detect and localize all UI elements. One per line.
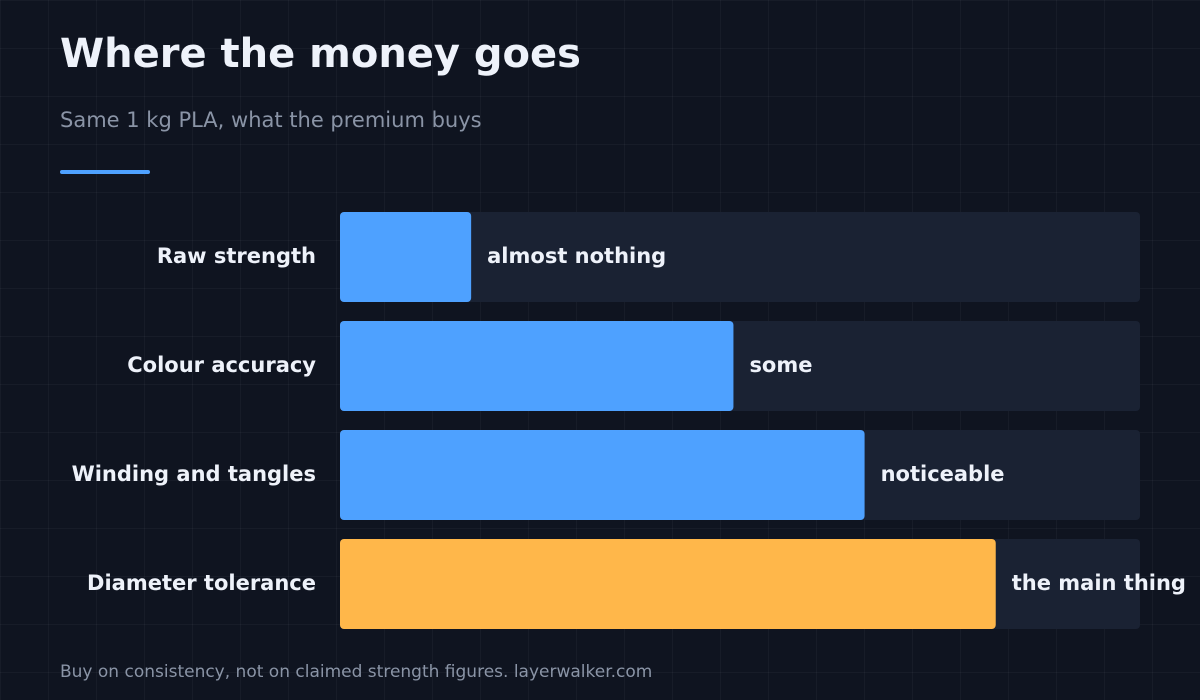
- chart-subtitle: Same 1 kg PLA, what the premium buys: [60, 108, 482, 132]
- accent-line: [60, 170, 150, 174]
- footnote: Buy on consistency, not on claimed stren…: [60, 662, 652, 682]
- value-label: some: [749, 353, 812, 377]
- chart-title: Where the money goes: [60, 31, 581, 77]
- bar: [340, 321, 734, 411]
- category-label: Diameter tolerance: [87, 571, 316, 595]
- category-label: Winding and tangles: [72, 462, 316, 486]
- value-label: noticeable: [881, 462, 1005, 486]
- bar: [340, 430, 865, 520]
- category-label: Colour accuracy: [127, 353, 316, 377]
- value-label: the main thing: [1012, 571, 1186, 595]
- bar-track: [340, 212, 1140, 302]
- category-label: Raw strength: [157, 244, 316, 268]
- bar: [340, 212, 472, 302]
- bar: [340, 539, 996, 629]
- value-label: almost nothing: [487, 244, 666, 268]
